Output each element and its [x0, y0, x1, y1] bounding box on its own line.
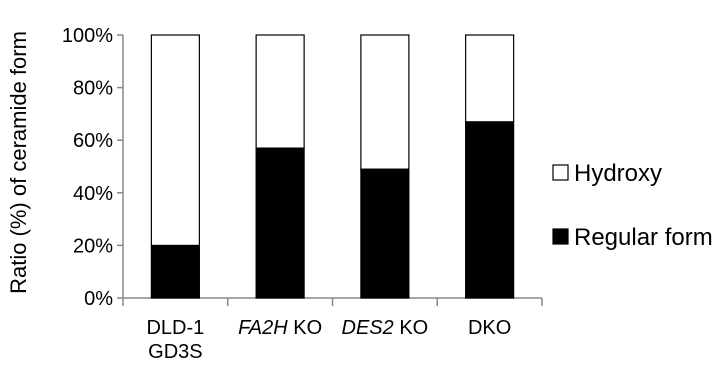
x-category-label: DLD-1 GD3S — [146, 317, 204, 363]
x-category-label-part: DLD-1 — [146, 317, 204, 339]
x-category-label: FA2H KO — [238, 317, 322, 339]
x-category-label-part: KO — [288, 317, 322, 339]
bar-segment-regular-form — [150, 244, 200, 299]
x-category-label-part: GD3S — [148, 341, 202, 363]
legend-swatch-regular-form — [552, 228, 569, 245]
x-category-label-part: KO — [394, 317, 428, 339]
bar-segment-hydroxy — [150, 34, 200, 246]
y-tick-label: 0% — [84, 288, 113, 310]
y-tick-label: 100% — [62, 25, 113, 47]
x-category-label: DKO — [468, 317, 511, 339]
legend: Hydroxy Regular form — [552, 160, 713, 251]
x-category-label-part: FA2H — [238, 317, 288, 339]
x-category-label-part: DKO — [468, 317, 511, 339]
bars — [150, 34, 515, 299]
labels: 0% 20% 40% 60% 80% 100% Ratio (%) of ceramide … — [6, 25, 511, 363]
y-tick-label: 40% — [73, 183, 113, 205]
x-category-label-part: DES2 — [342, 317, 394, 339]
legend-label-regular-form: Regular form — [574, 224, 713, 251]
y-tick-label: 20% — [73, 235, 113, 257]
legend-swatch-hydroxy — [552, 164, 569, 181]
y-tick-label: 60% — [73, 130, 113, 152]
bar-segment-hydroxy — [255, 34, 305, 149]
bar-segment-regular-form — [255, 147, 305, 299]
legend-label-hydroxy: Hydroxy — [574, 160, 662, 187]
bar-segment-regular-form — [360, 168, 410, 299]
bar-segment-hydroxy — [360, 34, 410, 170]
bar-segment-hydroxy — [465, 34, 515, 123]
y-axis-title: Ratio (%) of ceramide form — [6, 31, 31, 294]
bar-segment-regular-form — [465, 121, 515, 299]
x-category-label: DES2 KO — [342, 317, 429, 339]
y-tick-label: 80% — [73, 78, 113, 100]
